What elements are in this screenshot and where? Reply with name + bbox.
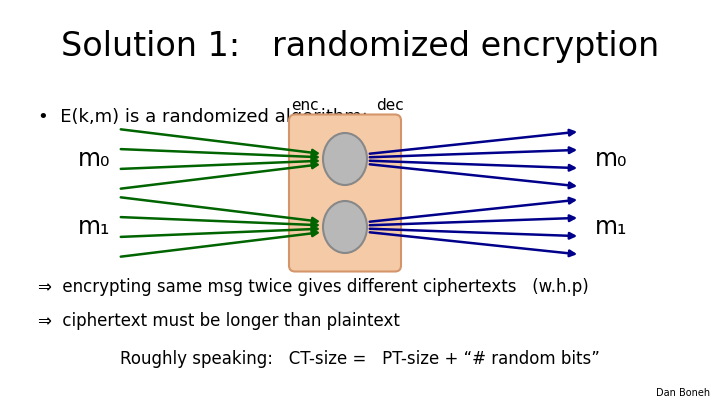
Text: m₀: m₀ [595, 147, 628, 171]
Text: dec: dec [376, 98, 404, 113]
Text: •  E(k,m) is a randomized algorithm:: • E(k,m) is a randomized algorithm: [38, 108, 368, 126]
Ellipse shape [323, 201, 367, 253]
Ellipse shape [323, 133, 367, 185]
Text: ⇒  ciphertext must be longer than plaintext: ⇒ ciphertext must be longer than plainte… [38, 312, 400, 330]
Text: m₀: m₀ [78, 147, 110, 171]
Text: m₁: m₁ [595, 215, 627, 239]
Text: ⇒  encrypting same msg twice gives different ciphertexts   (w.h.p): ⇒ encrypting same msg twice gives differ… [38, 278, 589, 296]
Text: Roughly speaking:   CT-size =   PT-size + “# random bits”: Roughly speaking: CT-size = PT-size + “#… [120, 350, 600, 368]
FancyBboxPatch shape [289, 115, 401, 271]
Text: Dan Boneh: Dan Boneh [656, 388, 710, 398]
Text: Solution 1:   randomized encryption: Solution 1: randomized encryption [61, 30, 659, 63]
Text: m₁: m₁ [78, 215, 110, 239]
Text: enc: enc [291, 98, 319, 113]
